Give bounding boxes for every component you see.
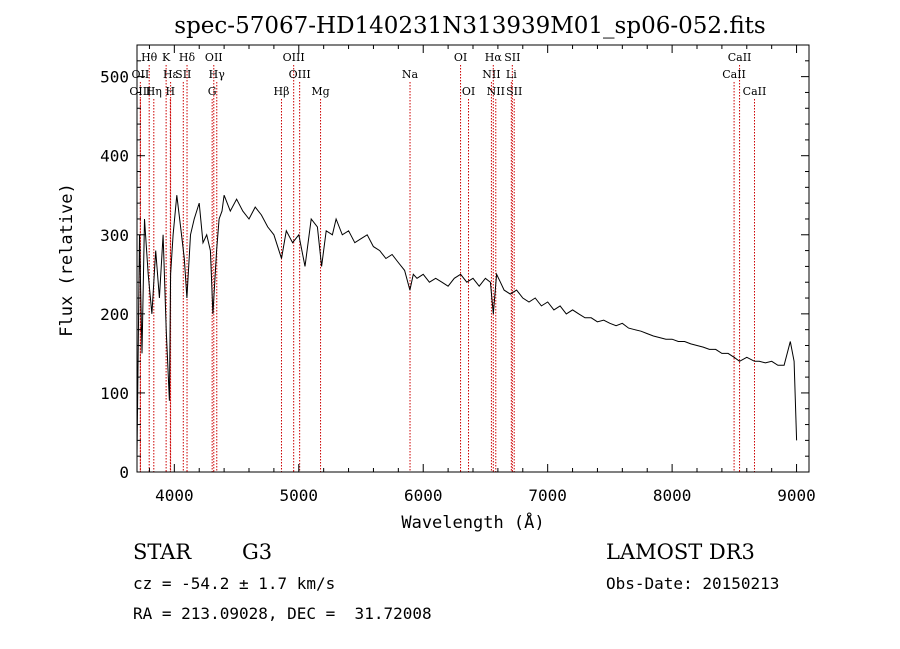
y-tick-label: 400 bbox=[100, 147, 129, 166]
line-label: Hδ bbox=[179, 51, 196, 64]
emission-line-markers bbox=[139, 65, 755, 472]
y-tick-label: 0 bbox=[119, 463, 129, 482]
line-label: G bbox=[208, 85, 217, 98]
line-label: SII bbox=[506, 85, 522, 98]
line-label: OI bbox=[462, 85, 475, 98]
line-label: Hβ bbox=[274, 85, 290, 98]
x-tick-label: 7000 bbox=[528, 486, 567, 505]
line-label: K bbox=[162, 51, 171, 64]
redshift-cz: cz = -54.2 ± 1.7 km/s bbox=[133, 574, 335, 593]
y-axis-label: Flux (relative) bbox=[57, 183, 77, 337]
line-label: Hη bbox=[146, 85, 162, 98]
x-tick-label: 4000 bbox=[155, 486, 194, 505]
line-label: CaII bbox=[728, 51, 752, 64]
line-label: CaII bbox=[722, 68, 746, 81]
line-label: OII bbox=[205, 51, 223, 64]
x-tick-label: 9000 bbox=[777, 486, 816, 505]
x-tick-label: 6000 bbox=[404, 486, 443, 505]
survey-name: LAMOST DR3 bbox=[606, 540, 755, 564]
line-label: Mg bbox=[311, 85, 329, 98]
chart-title: spec-57067-HD140231N313939M01_sp06-052.f… bbox=[174, 13, 765, 39]
line-label: NII bbox=[482, 68, 500, 81]
line-label: OIII bbox=[289, 68, 311, 81]
line-label: Li bbox=[506, 68, 517, 81]
x-tick-label: 5000 bbox=[280, 486, 319, 505]
plot-frame bbox=[136, 44, 810, 473]
x-axis-label: Wavelength (Å) bbox=[401, 511, 544, 533]
obs-date: Obs-Date: 20150213 bbox=[606, 574, 779, 593]
spectrum-series bbox=[136, 195, 798, 457]
y-tick-label: 100 bbox=[100, 384, 129, 403]
y-tick-label: 200 bbox=[100, 305, 129, 324]
line-label: SII bbox=[175, 68, 191, 81]
line-label: H bbox=[166, 85, 176, 98]
line-label: OIII bbox=[129, 85, 151, 98]
line-label: OI bbox=[454, 51, 467, 64]
y-tick-label: 500 bbox=[100, 68, 129, 87]
object-class: STAR bbox=[133, 540, 192, 564]
x-tick-label: 8000 bbox=[653, 486, 692, 505]
coordinates: RA = 213.09028, DEC = 31.72008 bbox=[133, 604, 432, 623]
y-axis: 0 100 200 300 400 500 bbox=[100, 44, 809, 482]
line-label: OIII bbox=[283, 51, 305, 64]
line-label: Hα bbox=[485, 51, 503, 64]
line-label: SII bbox=[504, 51, 520, 64]
line-label: CaII bbox=[743, 85, 767, 98]
line-label: Hθ bbox=[141, 51, 158, 64]
x-axis: 4000 5000 6000 7000 8000 9000 bbox=[148, 45, 816, 505]
line-label: Na bbox=[402, 68, 419, 81]
object-subclass: G3 bbox=[242, 540, 272, 564]
line-label: OII bbox=[132, 68, 150, 81]
y-tick-label: 300 bbox=[100, 226, 129, 245]
line-label: Hγ bbox=[209, 68, 226, 81]
line-label: Hε bbox=[163, 68, 179, 81]
line-label: NII bbox=[487, 85, 505, 98]
